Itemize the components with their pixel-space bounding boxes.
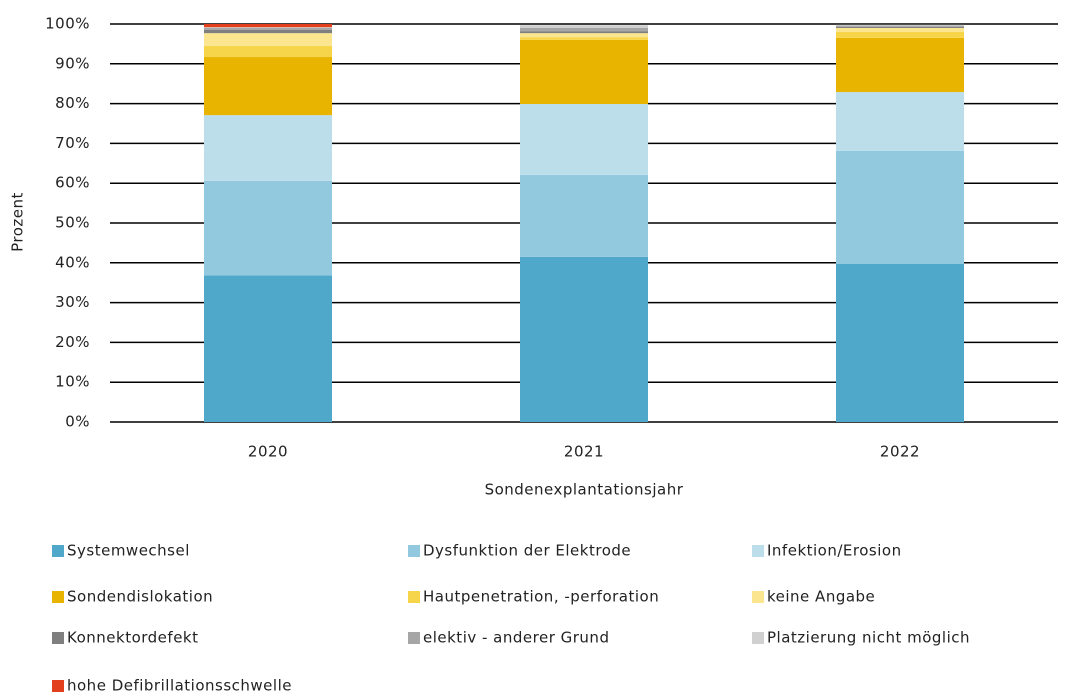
bar-segment: [204, 115, 332, 181]
bar-segment: [204, 24, 332, 28]
legend-label: Dysfunktion der Elektrode: [423, 542, 631, 560]
legend-swatch: [52, 545, 64, 557]
bar-segment: [204, 27, 332, 30]
legend-swatch: [752, 591, 764, 603]
bar-segment: [836, 25, 964, 27]
legend-swatch: [408, 632, 420, 644]
bar-segment: [836, 26, 964, 28]
bar-segment: [836, 263, 964, 422]
y-tick-label: 10%: [55, 373, 90, 391]
bar-segment: [204, 45, 332, 58]
legend-swatch: [52, 591, 64, 603]
legend-label: keine Angabe: [767, 588, 875, 606]
bar-segment: [520, 25, 648, 28]
bar-segment: [204, 29, 332, 34]
bar-segment: [204, 27, 332, 28]
legend-label: Platzierung nicht möglich: [767, 629, 970, 647]
bar-segment: [520, 27, 648, 32]
legend-swatch: [52, 632, 64, 644]
bar-segment: [520, 256, 648, 422]
bar-segment: [520, 174, 648, 257]
bar-segment: [204, 275, 332, 422]
y-tick-label: 80%: [55, 94, 90, 112]
bar-segment: [836, 92, 964, 151]
bar-segment: [204, 180, 332, 276]
legend-label: hohe Defibrillationsschwelle: [67, 677, 292, 695]
bar-segment: [836, 24, 964, 26]
y-tick-label: 20%: [55, 333, 90, 351]
bar-segment: [204, 33, 332, 46]
x-tick-label: 2022: [880, 443, 920, 461]
legend-label: elektiv - anderer Grund: [423, 629, 609, 647]
legend-swatch: [752, 545, 764, 557]
y-tick-label: 100%: [45, 15, 90, 33]
legend-swatch: [408, 545, 420, 557]
y-tick-label: 50%: [55, 214, 90, 232]
bar-segment: [520, 103, 648, 175]
bar-segment: [836, 31, 964, 38]
legend-label: Sondendislokation: [67, 588, 213, 606]
y-tick-label: 40%: [55, 253, 90, 271]
y-tick-label: 70%: [55, 134, 90, 152]
bar-segment: [836, 37, 964, 93]
bar-segment: [836, 150, 964, 264]
y-axis-title: Prozent: [9, 192, 27, 252]
x-tick-label: 2020: [248, 443, 288, 461]
legend-label: Infektion/Erosion: [767, 542, 902, 560]
bar-segment: [520, 33, 648, 38]
bar-segment: [204, 57, 332, 116]
bar-segment: [836, 27, 964, 32]
legend-swatch: [52, 680, 64, 692]
y-tick-label: 0%: [65, 413, 90, 431]
x-tick-label: 2021: [564, 443, 604, 461]
bar-segment: [520, 31, 648, 34]
y-tick-label: 90%: [55, 54, 90, 72]
x-axis-title: Sondenexplantationsjahr: [485, 481, 684, 499]
legend-label: Hautpenetration, -perforation: [423, 588, 659, 606]
bar-segment: [520, 37, 648, 40]
legend-swatch: [408, 591, 420, 603]
bar-segment: [520, 39, 648, 104]
legend-label: Konnektordefekt: [67, 629, 198, 647]
y-tick-label: 30%: [55, 293, 90, 311]
legend-label: Systemwechsel: [67, 542, 190, 560]
legend-swatch: [752, 632, 764, 644]
y-tick-label: 60%: [55, 174, 90, 192]
